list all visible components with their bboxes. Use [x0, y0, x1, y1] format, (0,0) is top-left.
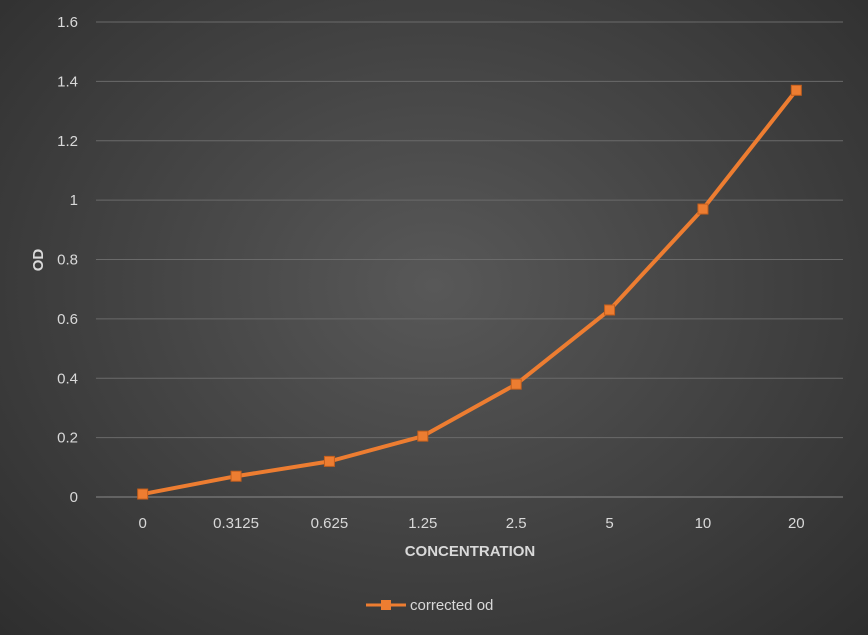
x-tick-label: 0 — [139, 515, 147, 532]
y-tick-label: 0 — [70, 489, 78, 506]
y-tick-label: 0.2 — [57, 430, 78, 447]
x-tick-label: 0.3125 — [213, 515, 259, 532]
x-axis-title: CONCENTRATION — [405, 543, 536, 560]
data-point-marker — [230, 470, 242, 482]
legend-label: corrected od — [410, 597, 493, 614]
gridlines — [96, 21, 843, 498]
x-tick-label: 5 — [605, 515, 613, 532]
x-tick-label: 2.5 — [506, 515, 527, 532]
data-point-marker — [604, 304, 616, 316]
y-tick-label: 1.2 — [57, 133, 78, 150]
y-tick-label: 0.6 — [57, 311, 78, 328]
x-tick-labels: 0 0.3125 0.625 1.25 2.5 5 10 20 — [139, 515, 805, 532]
x-tick-label: 10 — [695, 515, 712, 532]
x-tick-label: 1.25 — [408, 515, 437, 532]
series-line — [140, 88, 799, 497]
y-tick-label: 0.4 — [57, 370, 78, 387]
y-tick-label: 1.4 — [57, 73, 78, 90]
data-point-marker — [417, 430, 429, 442]
series-layer — [137, 84, 802, 500]
data-point-marker — [323, 455, 335, 467]
y-tick-label: 1.6 — [57, 14, 78, 31]
data-point-marker — [697, 203, 709, 215]
x-tick-label: 0.625 — [311, 515, 349, 532]
legend-marker-swatch — [381, 600, 391, 610]
x-tick-label: 20 — [788, 515, 805, 532]
y-tick-labels: 0 0.2 0.4 0.6 0.8 1 1.2 1.4 1.6 — [57, 14, 78, 506]
legend: corrected od — [366, 597, 493, 614]
data-point-marker — [510, 378, 522, 390]
data-point-marker — [137, 488, 149, 500]
data-point-marker — [790, 84, 802, 96]
y-axis-title: OD — [30, 249, 47, 272]
y-tick-label: 1 — [70, 192, 78, 209]
y-tick-label: 0.8 — [57, 252, 78, 269]
